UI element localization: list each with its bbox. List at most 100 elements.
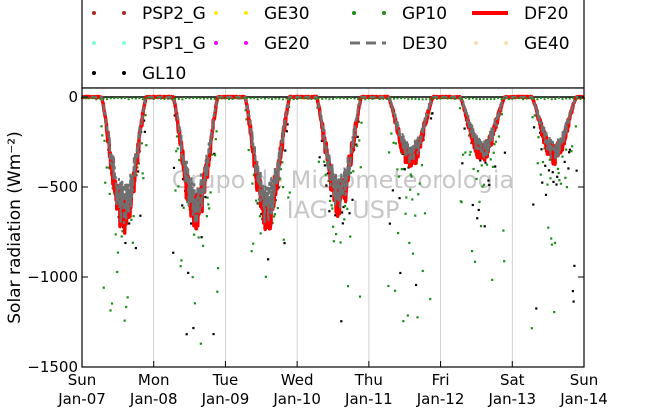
data-point — [546, 183, 549, 186]
data-point — [435, 97, 438, 100]
data-point — [195, 97, 198, 100]
data-point — [179, 265, 182, 268]
data-point — [285, 130, 288, 133]
data-point — [325, 184, 328, 187]
data-point — [224, 97, 227, 100]
data-point — [411, 198, 414, 201]
data-point — [206, 97, 209, 100]
data-point — [359, 166, 362, 169]
data-point — [131, 241, 134, 244]
x-tick-label-date: Jan-12 — [416, 390, 465, 408]
data-point — [200, 236, 203, 239]
data-point — [281, 98, 284, 101]
data-point — [142, 177, 145, 180]
data-point — [357, 120, 360, 123]
data-point — [418, 182, 421, 185]
data-point — [574, 125, 577, 128]
data-point — [496, 97, 499, 100]
data-point — [123, 319, 126, 322]
data-point — [539, 96, 542, 99]
data-point — [339, 97, 342, 100]
data-point — [349, 171, 353, 174]
data-point — [399, 271, 402, 275]
x-tick-label-day: Sun — [68, 371, 97, 389]
data-point — [537, 136, 540, 139]
data-point — [324, 173, 327, 176]
data-point — [213, 97, 216, 100]
data-point — [128, 222, 131, 225]
data-point — [539, 173, 542, 176]
data-point — [398, 197, 401, 200]
data-point — [310, 97, 313, 100]
data-point — [397, 175, 400, 178]
legend-label: GE20 — [264, 34, 310, 54]
data-point — [284, 149, 287, 152]
data-point — [149, 97, 152, 100]
data-point — [343, 218, 346, 221]
y-axis-label: Solar radiation (Wm⁻²) — [5, 131, 25, 323]
data-point — [104, 181, 107, 184]
data-point — [547, 169, 551, 172]
data-point — [484, 161, 487, 164]
data-point — [105, 166, 108, 169]
data-point — [163, 97, 166, 100]
data-point — [390, 132, 393, 135]
data-point — [213, 152, 216, 155]
data-point — [389, 97, 392, 100]
series-gp10-near-zero — [81, 96, 585, 101]
data-point — [458, 107, 462, 110]
data-point — [565, 148, 568, 151]
data-point — [132, 215, 135, 218]
data-point — [127, 98, 130, 101]
data-point — [531, 116, 534, 119]
data-point — [450, 97, 453, 100]
data-point — [120, 235, 123, 238]
data-point — [544, 193, 548, 196]
data-point — [555, 183, 558, 186]
data-point — [409, 173, 412, 176]
data-point — [540, 148, 543, 151]
data-point — [340, 211, 344, 214]
data-point — [394, 142, 397, 145]
data-point — [178, 158, 181, 162]
data-point — [408, 241, 411, 245]
legend-label: GE40 — [524, 34, 570, 54]
data-point — [288, 191, 291, 194]
data-point — [573, 264, 576, 267]
data-point — [143, 119, 146, 122]
data-point — [181, 204, 184, 207]
x-tick-label-date: Jan-14 — [559, 390, 608, 408]
data-point — [109, 309, 112, 312]
data-point — [431, 112, 434, 115]
data-point — [253, 97, 256, 100]
data-point — [116, 251, 120, 254]
data-point — [404, 212, 407, 215]
data-point — [110, 302, 114, 305]
data-point — [98, 97, 101, 100]
data-point — [375, 97, 378, 100]
data-point — [485, 163, 489, 166]
data-point — [258, 215, 261, 218]
legend-entry-ge40: GE40 — [474, 34, 570, 54]
data-point — [245, 118, 248, 121]
data-point — [260, 97, 263, 100]
data-point — [139, 214, 142, 217]
data-point — [335, 96, 338, 99]
data-point — [429, 297, 432, 301]
data-point — [364, 98, 367, 101]
legend-swatch — [474, 41, 478, 45]
data-point — [479, 98, 482, 101]
data-point — [193, 302, 197, 305]
legend-label: GL10 — [142, 64, 186, 84]
data-point — [131, 97, 134, 100]
data-point — [556, 175, 559, 178]
data-point — [500, 113, 504, 116]
data-point — [439, 97, 442, 100]
y-tick-label: −1000 — [27, 268, 78, 286]
data-point — [84, 97, 87, 100]
data-point — [332, 240, 335, 243]
data-point — [328, 98, 331, 101]
data-point — [414, 214, 417, 217]
y-tick-label: 0 — [68, 88, 78, 106]
